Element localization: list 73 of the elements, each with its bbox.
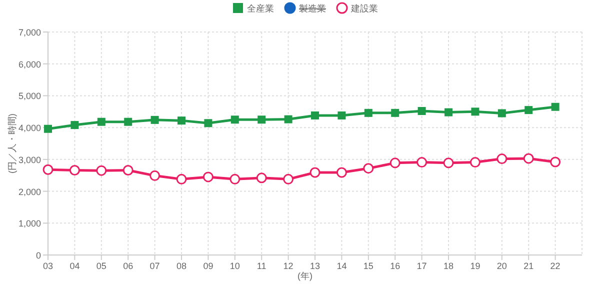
x-tick-label: 22 [550,261,560,271]
point [150,116,159,124]
point [363,163,374,174]
x-tick-label: 08 [176,261,187,271]
point [311,111,319,120]
point [70,121,79,130]
point [364,108,372,117]
y-tick-label: 3,000 [18,154,41,165]
point [256,172,267,184]
y-tick-label: 6,000 [18,59,41,70]
y-tick-label: 2,000 [18,186,41,197]
point [470,157,480,168]
x-tick-label: 20 [496,261,507,271]
x-tick-label: 09 [203,261,214,271]
point [178,116,186,125]
point [230,174,240,184]
x-tick-label: 10 [230,261,240,271]
point [338,111,346,120]
y-tick-label: 5,000 [18,91,41,102]
point [550,156,561,168]
point [523,153,534,164]
x-tick-label: 03 [42,261,54,271]
point [69,165,80,176]
point [96,165,107,176]
point [202,172,214,182]
point [390,158,400,168]
point [176,174,187,184]
point [230,116,239,124]
x-tick-label: 19 [470,261,480,271]
point [122,165,134,176]
point [443,158,454,168]
x-tick-label: 11 [256,261,266,271]
y-tick-label: 0 [36,250,41,260]
point [284,115,292,124]
x-tick-label: 18 [443,261,454,271]
point [258,116,266,124]
point [416,157,428,168]
y-axis-title: (円／人・時間) [7,114,17,174]
legend-label: 製造業 [299,4,326,14]
point [471,108,480,116]
y-tick-label: 1,000 [18,218,41,229]
point [524,106,533,114]
point [283,174,294,184]
y-tick-label: 4,000 [18,123,41,134]
legend-label: 全産業 [247,4,274,14]
x-tick-label: 05 [96,261,106,271]
x-tick-label: 12 [283,261,294,271]
point [496,154,508,164]
point [336,167,347,178]
point [124,118,132,126]
point [551,102,560,111]
point [150,170,160,181]
x-tick-label: 07 [150,261,160,271]
x-axis-title: (年) [298,271,312,281]
x-tick-label: 13 [310,261,320,271]
x-tick-label: 21 [524,261,534,271]
point [97,118,106,126]
x-tick-label: 17 [416,261,427,271]
x-tick-label: 16 [390,261,400,271]
point [391,108,400,117]
point [444,108,452,116]
x-tick-label: 04 [70,261,80,271]
point [498,109,506,118]
point [418,107,426,116]
point [42,164,54,175]
x-tick-label: 06 [123,261,134,271]
x-tick-label: 14 [336,261,347,271]
point [310,167,320,178]
y-tick-label: 7,000 [18,28,41,38]
legend-label: 建設業 [350,4,378,14]
point [44,124,52,133]
point [204,119,212,128]
x-tick-label: 15 [363,261,374,271]
